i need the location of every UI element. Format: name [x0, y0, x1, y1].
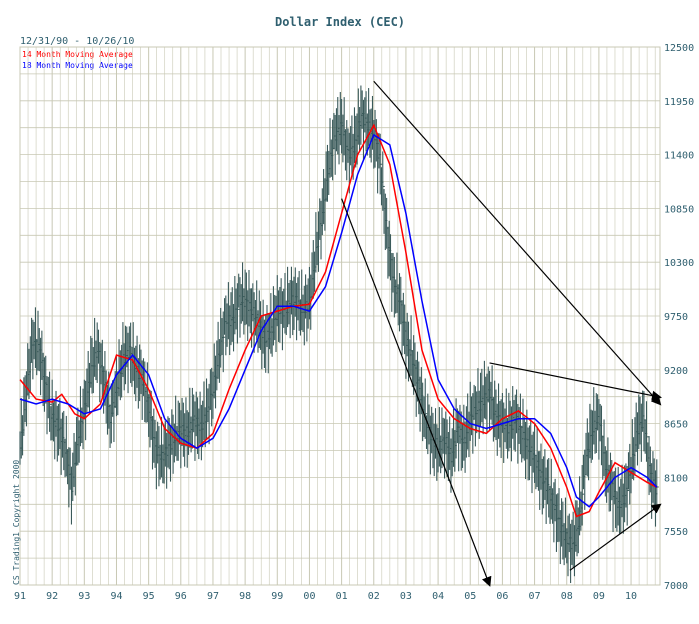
- chart-title: Dollar Index (CEC): [275, 15, 405, 29]
- y-tick-label: 10850: [664, 204, 694, 215]
- y-tick-label: 7000: [664, 581, 688, 592]
- ma14-line: [19, 123, 658, 518]
- y-tick-label: 9200: [664, 366, 688, 377]
- x-axis-ticks: 91 92 93 94 95 96 97 98 99 00 01 02 03 04 05 06 07 08 09 10: [14, 591, 637, 602]
- x-tick-label: 09: [593, 591, 605, 602]
- x-tick-label: 96: [175, 591, 187, 602]
- trendline-arrow: [569, 503, 662, 571]
- x-tick-label: 02: [368, 591, 380, 602]
- x-tick-label: 06: [496, 591, 508, 602]
- trendlines: [341, 80, 662, 587]
- x-tick-label: 99: [271, 591, 283, 602]
- x-tick-label: 01: [336, 591, 348, 602]
- x-tick-label: 93: [78, 591, 90, 602]
- legend-ma14: 14 Month Moving Average: [22, 50, 133, 59]
- ma18-line: [19, 133, 658, 508]
- y-tick-label: 8100: [664, 473, 688, 484]
- y-tick-label: 12500: [664, 43, 694, 54]
- x-tick-label: 04: [432, 591, 444, 602]
- price-series: [19, 85, 659, 584]
- x-tick-label: 91: [14, 591, 26, 602]
- y-tick-label: 7550: [664, 527, 688, 538]
- y-tick-label: 11400: [664, 151, 694, 162]
- x-tick-label: 08: [561, 591, 573, 602]
- trendline-arrow: [373, 80, 662, 406]
- x-tick-label: 94: [110, 591, 122, 602]
- x-tick-label: 10: [625, 591, 637, 602]
- copyright-note: CS Trading1 Copyright 2000: [12, 460, 21, 585]
- y-tick-label: 10300: [664, 258, 694, 269]
- date-range: 12/31/90 - 10/26/10: [20, 36, 134, 47]
- trendline-arrow: [489, 362, 662, 401]
- moving-averages: [19, 123, 658, 518]
- x-tick-label: 07: [529, 591, 541, 602]
- y-tick-label: 11950: [664, 97, 694, 108]
- y-axis-ticks: 7000 7550 8100 8650 9200 9750 10300 10850 11400 1…: [664, 43, 694, 592]
- y-tick-label: 9750: [664, 312, 688, 323]
- x-tick-label: 95: [143, 591, 155, 602]
- legend-ma18: 18 Month Moving Average: [22, 61, 133, 70]
- grid: [19, 46, 661, 586]
- trendline-arrow: [341, 198, 492, 587]
- x-tick-label: 05: [464, 591, 476, 602]
- x-tick-label: 00: [303, 591, 315, 602]
- y-tick-label: 8650: [664, 420, 688, 431]
- x-tick-label: 98: [239, 591, 251, 602]
- x-tick-label: 03: [400, 591, 412, 602]
- x-tick-label: 97: [207, 591, 219, 602]
- x-tick-label: 92: [46, 591, 58, 602]
